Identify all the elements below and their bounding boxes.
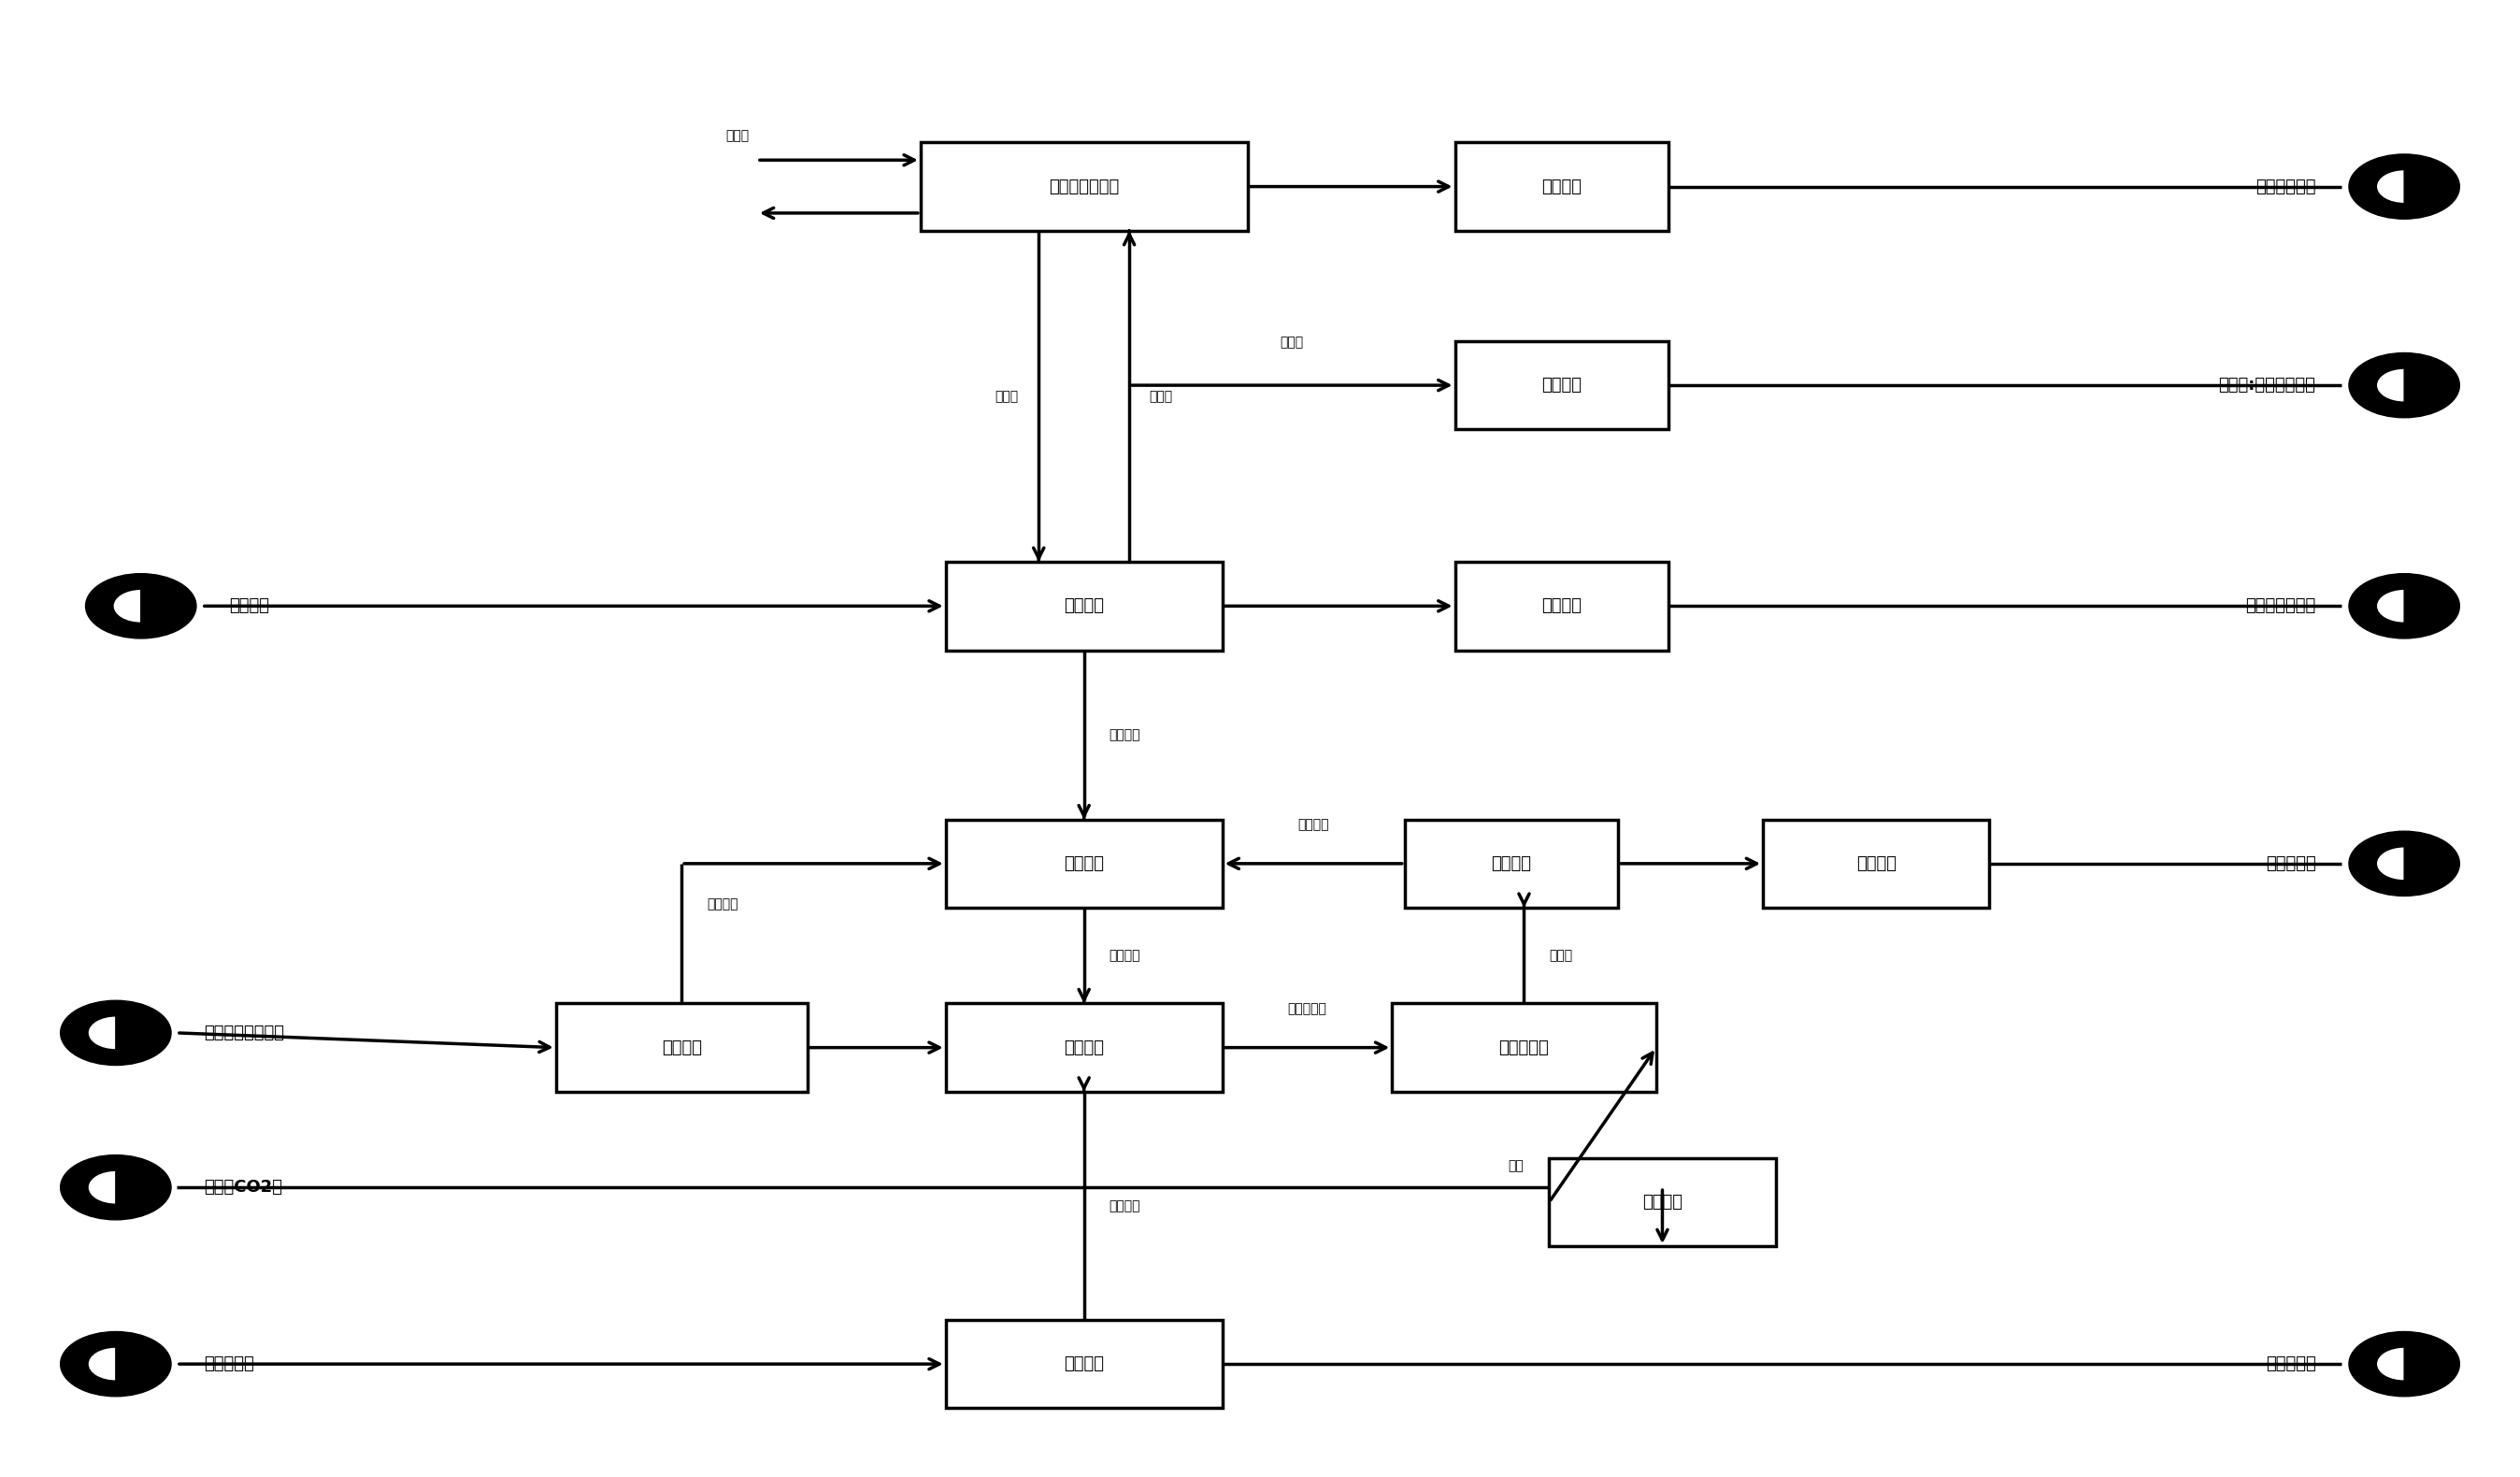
Wedge shape [2404, 359, 2449, 411]
Bar [1404, 820, 1618, 908]
Text: 产品：纯碱: 产品：纯碱 [2265, 855, 2316, 871]
Text: 热解蒸氨: 热解蒸氨 [1063, 855, 1104, 871]
Text: 盐清液: 盐清液 [1149, 390, 1172, 403]
Circle shape [2349, 353, 2460, 418]
Text: 盐水精制: 盐水精制 [660, 1040, 701, 1056]
Text: 蒸发析盐: 蒸发析盐 [1063, 598, 1104, 614]
Wedge shape [116, 1338, 161, 1390]
Circle shape [88, 1018, 141, 1049]
Text: 余热蒸汽: 余热蒸汽 [706, 898, 738, 911]
Wedge shape [2404, 161, 2449, 213]
Text: 浓缩或冷却析铵: 浓缩或冷却析铵 [1048, 179, 1119, 195]
Text: 副产品：氯化钠: 副产品：氯化钠 [2245, 598, 2316, 614]
Text: 原料：CO2气: 原料：CO2气 [204, 1179, 282, 1196]
Bar [920, 142, 1247, 230]
Text: 碳酸化析碱: 碳酸化析碱 [1499, 1040, 1550, 1056]
Wedge shape [141, 580, 184, 632]
Circle shape [60, 1000, 171, 1065]
Circle shape [2349, 573, 2460, 638]
Circle shape [2379, 848, 2432, 879]
Bar [1454, 561, 1668, 650]
Text: 铵精液: 铵精液 [995, 390, 1018, 403]
Circle shape [113, 591, 166, 622]
Circle shape [86, 573, 197, 638]
Text: 盐浆过滤: 盐浆过滤 [1542, 598, 1583, 614]
Text: 护气: 护气 [1509, 1159, 1525, 1173]
Bar [945, 1003, 1222, 1092]
Circle shape [2349, 1332, 2460, 1396]
Circle shape [2349, 154, 2460, 219]
Text: 空气冷凝: 空气冷凝 [1542, 377, 1583, 394]
Text: 产品：蜜胺: 产品：蜜胺 [2265, 1356, 2316, 1372]
Text: 冷凝液:返回卤井溶盐: 冷凝液:返回卤井溶盐 [2218, 377, 2316, 394]
Text: 蜜胺装置: 蜜胺装置 [1063, 1356, 1104, 1372]
Text: 碱精母液: 碱精母液 [1298, 818, 1328, 832]
Text: 蒸发汽: 蒸发汽 [1280, 335, 1303, 349]
Circle shape [88, 1349, 141, 1380]
Text: 蒸氨尾气: 蒸氨尾气 [1109, 950, 1142, 962]
Text: 原料：卤水或盐水: 原料：卤水或盐水 [204, 1025, 285, 1041]
Text: 产品：氯化铵: 产品：氯化铵 [2255, 179, 2316, 195]
Text: 尾气吸收: 尾气吸收 [1063, 1040, 1104, 1056]
Wedge shape [2404, 580, 2449, 632]
Circle shape [2379, 171, 2432, 202]
Text: 原料：尿素: 原料：尿素 [204, 1356, 255, 1372]
Wedge shape [116, 1161, 161, 1213]
Bar [1391, 1003, 1656, 1092]
Text: 低压蒸汽: 低压蒸汽 [229, 598, 270, 614]
Circle shape [60, 1332, 171, 1396]
Bar [1764, 820, 1988, 908]
Circle shape [60, 1155, 171, 1220]
Circle shape [2349, 832, 2460, 897]
Circle shape [88, 1171, 141, 1202]
Bar [1454, 142, 1668, 230]
Circle shape [2379, 1349, 2432, 1380]
Circle shape [2379, 369, 2432, 400]
Text: 碱浆过滤: 碱浆过滤 [1492, 855, 1532, 871]
Bar [1454, 341, 1668, 430]
Bar [945, 1320, 1222, 1408]
Wedge shape [116, 1007, 161, 1059]
Circle shape [2379, 591, 2432, 622]
Text: 废胺尾气: 废胺尾气 [1109, 1199, 1142, 1213]
Wedge shape [2404, 1338, 2449, 1390]
Bar [557, 1003, 806, 1092]
Text: 重碱分解: 重碱分解 [1857, 855, 1895, 871]
Bar [1550, 1158, 1777, 1247]
Text: 碳酸化盐水: 碳酸化盐水 [1288, 1001, 1326, 1015]
Text: 碱精液: 碱精液 [1550, 950, 1572, 962]
Text: 净化压缩: 净化压缩 [1643, 1193, 1683, 1211]
Bar [945, 820, 1222, 908]
Text: 冷却水: 冷却水 [726, 130, 748, 142]
Wedge shape [2404, 837, 2449, 889]
Text: 蒸氨母液: 蒸氨母液 [1109, 728, 1142, 741]
Bar [945, 561, 1222, 650]
Text: 铵浆过滤: 铵浆过滤 [1542, 179, 1583, 195]
